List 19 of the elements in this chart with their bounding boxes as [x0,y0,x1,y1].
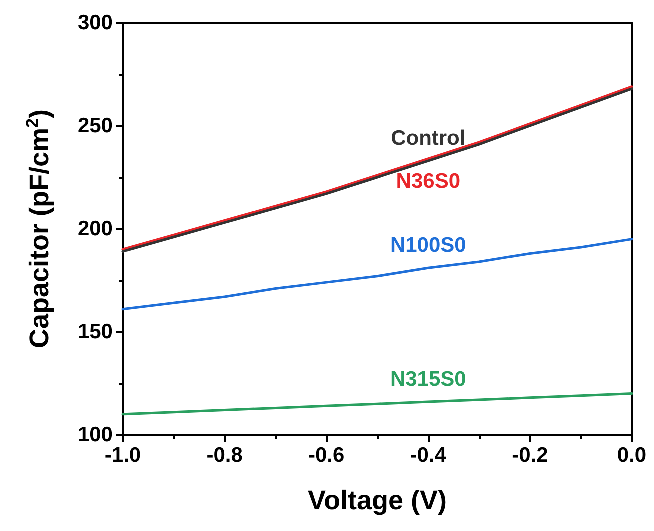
y-tick-label: 150 [78,320,113,344]
x-tick-label: -0.6 [308,444,345,467]
series-label: N36S0 [396,170,461,193]
x-tick-label: -1.0 [104,444,142,467]
line-series [122,238,634,311]
series-label: N315S0 [390,368,466,392]
x-axis-title: Voltage (V) [308,486,448,516]
y-tick-label: 100 [78,424,113,446]
line-series [122,392,634,416]
y-tick-label: 200 [78,218,113,240]
series-label: N100S0 [390,234,466,258]
x-tick-label: -0.8 [206,444,244,467]
y-tick-label: 250 [78,114,113,138]
y-axis-title: Capacitor (pF/cm2) [23,110,54,348]
series-label: Control [391,127,466,150]
x-tick-label: -0.2 [512,444,548,467]
x-tick-label: -0.4 [410,444,447,467]
x-tick-label: 0.0 [617,444,647,467]
y-tick-label: 300 [78,12,113,34]
